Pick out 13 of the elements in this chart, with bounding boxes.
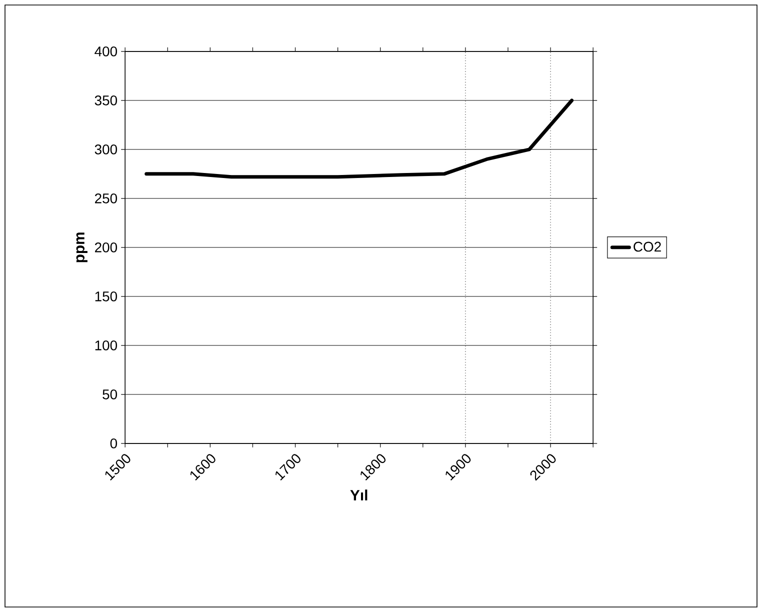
y-tick-label: 400 bbox=[94, 46, 118, 56]
y-tick-label: 250 bbox=[95, 193, 118, 204]
y-tick-label: 0 bbox=[110, 438, 118, 448]
y-axis-title: ppm bbox=[76, 232, 88, 262]
y-tick-label: 50 bbox=[102, 389, 118, 400]
y-tick-label: 200 bbox=[95, 242, 118, 252]
line-series bbox=[144, 98, 574, 179]
y-tick-label: 150 bbox=[95, 291, 118, 302]
y-tick-label: 350 bbox=[94, 95, 118, 106]
y-tick-label: 100 bbox=[95, 340, 118, 350]
y-tick-label: 300 bbox=[94, 144, 118, 154]
legend-label: CO2 bbox=[634, 242, 661, 252]
x-axis-title: Yıl bbox=[350, 490, 368, 500]
